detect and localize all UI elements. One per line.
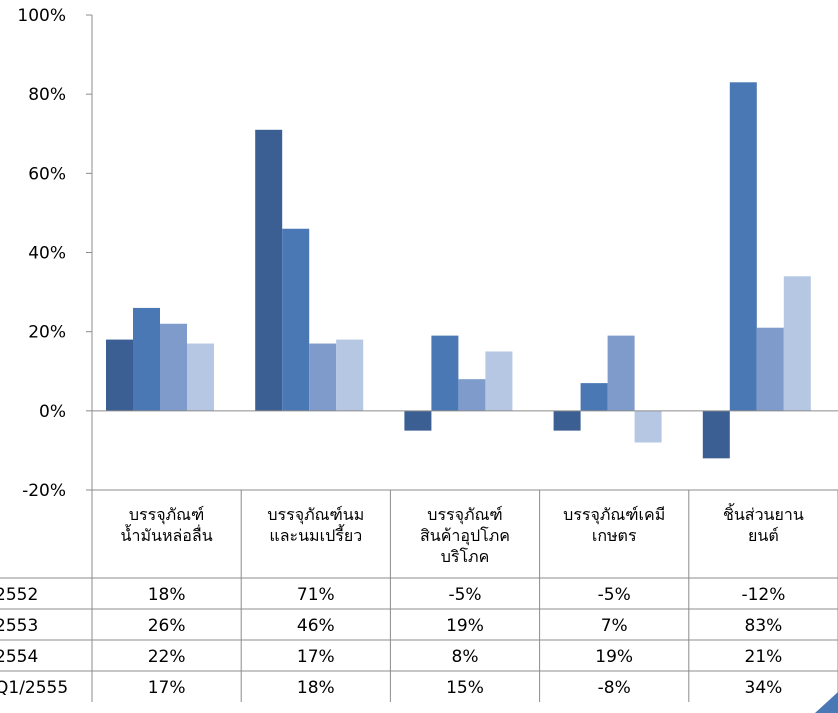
y-tick-label: 100% — [17, 6, 66, 26]
y-tick-label: 0% — [39, 402, 66, 422]
bar — [431, 335, 459, 411]
data-cell-label: -5% — [448, 585, 481, 605]
category-label: สินค้าอุปโภค — [420, 526, 510, 546]
bar — [458, 379, 486, 411]
y-tick-label: 20% — [28, 323, 66, 343]
data-cell-label: 34% — [745, 678, 783, 698]
data-cell-label: 83% — [745, 616, 783, 636]
data-cell-label: 18% — [297, 678, 335, 698]
data-cell-label: 19% — [595, 647, 633, 667]
bar — [309, 343, 337, 411]
data-cell-label: 71% — [297, 585, 335, 605]
data-cell-label: 26% — [148, 616, 186, 636]
data-cell-label: 17% — [148, 678, 186, 698]
series-row-label: 2553 — [0, 616, 38, 636]
y-tick-label: 80% — [28, 85, 66, 105]
data-cell-label: 17% — [297, 647, 335, 667]
category-label: และนมเปรี้ยว — [269, 524, 362, 545]
bar — [282, 228, 310, 411]
bar — [607, 335, 635, 411]
bar — [485, 351, 513, 411]
data-cell-label: 19% — [446, 616, 484, 636]
category-label: บรรจุภัณฑ์ — [427, 505, 502, 525]
corner-mark — [815, 692, 838, 713]
data-cell-label: 8% — [452, 647, 479, 667]
category-label: น้ำมันหล่อลื่น — [121, 524, 213, 545]
bar — [580, 383, 608, 411]
category-label: บรรจุภัณฑ์นม — [267, 505, 364, 525]
category-label: บรรจุภัณฑ์ — [129, 505, 204, 525]
bar — [133, 307, 160, 411]
bar — [336, 339, 364, 411]
data-cell-label: 21% — [745, 647, 783, 667]
data-cell-label: 22% — [148, 647, 186, 667]
bar — [187, 343, 214, 411]
series-row-label: Q1/2555 — [0, 678, 68, 698]
bar — [702, 410, 730, 459]
y-tick-label: 40% — [28, 244, 66, 264]
bar — [255, 129, 283, 411]
y-tick-label: 60% — [28, 164, 66, 184]
category-label: เกษตร — [592, 526, 637, 545]
series-row-label: 2554 — [0, 647, 38, 667]
bar — [634, 410, 662, 443]
bar — [756, 327, 784, 411]
data-cell-label: 18% — [148, 585, 186, 605]
data-cell-label: -5% — [598, 585, 631, 605]
bar — [160, 323, 187, 411]
data-cell-label: -12% — [741, 585, 785, 605]
bar — [783, 276, 811, 411]
category-label: ชิ้นส่วนยาน — [723, 503, 804, 524]
data-cell-label: 7% — [601, 616, 628, 636]
bar — [729, 82, 757, 411]
category-label: ยนต์ — [748, 526, 779, 545]
series-row-label: 2552 — [0, 585, 38, 605]
category-label: บริโภค — [441, 547, 490, 566]
category-label: บรรจุภัณฑ์เคมี — [563, 505, 665, 525]
data-cell-label: 46% — [297, 616, 335, 636]
data-cell-label: 15% — [446, 678, 484, 698]
bar — [106, 339, 133, 411]
data-cell-label: -8% — [598, 678, 631, 698]
y-tick-label: -20% — [22, 481, 66, 501]
bar — [553, 410, 581, 431]
bar — [404, 410, 432, 431]
